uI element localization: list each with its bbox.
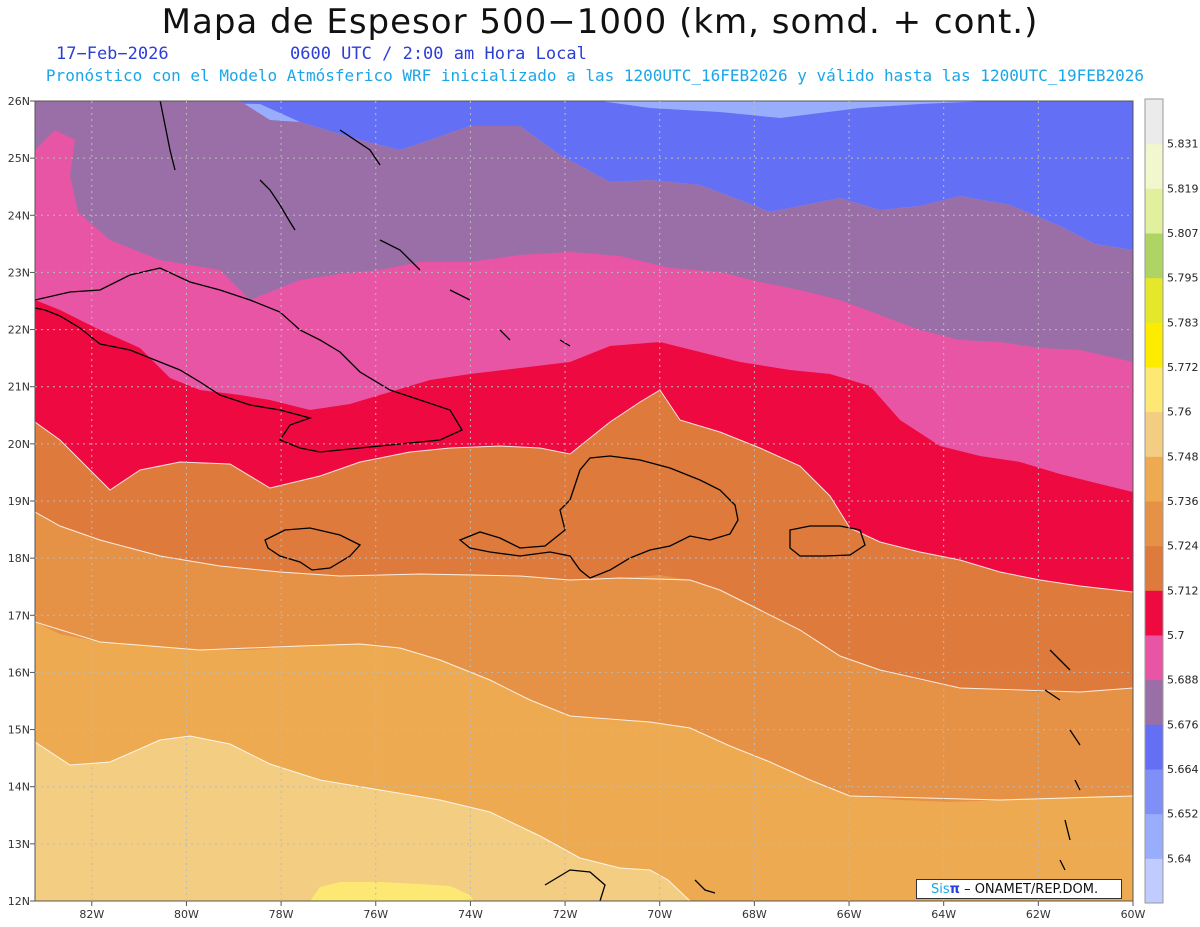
colorbar-label: 5.76 xyxy=(1167,406,1192,419)
colorbar-swatch xyxy=(1145,277,1163,323)
colorbar-label: 5.831 xyxy=(1167,138,1199,151)
lesser-antilles xyxy=(1044,649,1081,871)
colorbar-label: 5.676 xyxy=(1167,718,1199,731)
lat-label: 25N xyxy=(8,152,30,165)
hispaniola-coast xyxy=(458,455,739,579)
colorbar-swatch xyxy=(1145,322,1163,368)
lat-label: 18N xyxy=(8,552,30,565)
lat-label: 19N xyxy=(8,495,30,508)
colorbar-label: 5.772 xyxy=(1167,361,1199,374)
colorbar-swatch xyxy=(1145,769,1163,815)
band-blue xyxy=(35,101,1133,250)
colorbar-label: 5.688 xyxy=(1167,674,1199,687)
lat-label: 21N xyxy=(8,381,30,394)
bahamas-islands xyxy=(159,101,571,347)
colorbar-label: 5.819 xyxy=(1167,182,1199,195)
colorbar-label: 5.795 xyxy=(1167,272,1199,285)
lat-label: 24N xyxy=(8,209,30,222)
colorbar-swatch xyxy=(1145,858,1163,904)
lon-label: 82W xyxy=(79,908,104,921)
colorbar-swatch xyxy=(1145,233,1163,279)
colorbar-frame xyxy=(1144,98,1164,904)
colorbar-label: 5.783 xyxy=(1167,316,1199,329)
colorbar-swatch xyxy=(1145,545,1163,591)
attribution-pi: π xyxy=(949,882,960,897)
band-yellow xyxy=(310,882,474,901)
lon-label: 76W xyxy=(363,908,388,921)
lon-label: 80W xyxy=(174,908,199,921)
lat-label: 22N xyxy=(8,324,30,337)
attribution-sis: Sis xyxy=(931,882,950,897)
lat-label: 15N xyxy=(8,724,30,737)
colorbar-swatch xyxy=(1145,679,1163,725)
contour-lines xyxy=(35,389,1133,901)
lon-label: 72W xyxy=(553,908,578,921)
lat-lon-grid xyxy=(35,101,1133,901)
lon-label: 62W xyxy=(1026,908,1051,921)
south-america-coast xyxy=(544,869,716,901)
colorbar-swatch xyxy=(1145,188,1163,234)
lon-label: 66W xyxy=(837,908,862,921)
lat-label: 14N xyxy=(8,781,30,794)
colorbar-label: 5.807 xyxy=(1167,227,1199,240)
forecast-date: 17−Feb−2026 xyxy=(56,44,169,64)
colorbar-label: 5.64 xyxy=(1167,852,1192,865)
lat-label: 13N xyxy=(8,838,30,851)
colorbar-label: 5.712 xyxy=(1167,584,1199,597)
attribution-text: – ONAMET/REP.DOM. xyxy=(959,882,1099,897)
lon-label: 78W xyxy=(269,908,294,921)
map-title: Mapa de Espesor 500−1000 (km, somd. + co… xyxy=(161,2,1039,42)
colorbar-label: 5.7 xyxy=(1167,629,1185,642)
lat-label: 17N xyxy=(8,609,30,622)
colorbar-swatch xyxy=(1145,456,1163,502)
colorbar-swatch xyxy=(1145,411,1163,457)
colorbar-label: 5.736 xyxy=(1167,495,1199,508)
colorbar-label: 5.748 xyxy=(1167,450,1199,463)
lat-label: 12N xyxy=(8,895,30,908)
forecast-description: Pronóstico con el Modelo Atmósferico WRF… xyxy=(45,66,1145,85)
lat-label: 23N xyxy=(8,266,30,279)
colorbar-swatch xyxy=(1145,99,1163,145)
lon-label: 64W xyxy=(931,908,956,921)
lon-label: 68W xyxy=(742,908,767,921)
colorbar-label: 5.724 xyxy=(1167,540,1199,553)
colorbar-label: 5.664 xyxy=(1167,763,1199,776)
forecast-time: 0600 UTC / 2:00 am Hora Local xyxy=(290,44,587,64)
coastlines xyxy=(35,101,1081,901)
lon-label: 60W xyxy=(1121,908,1146,921)
lat-label: 26N xyxy=(8,95,30,108)
colorbar-swatch xyxy=(1145,813,1163,859)
colorbar-swatch xyxy=(1145,590,1163,636)
colorbar-swatch xyxy=(1145,724,1163,770)
lon-label: 74W xyxy=(458,908,483,921)
colorbar: 5.64 5.652 5.664 5.676 5.688 5.7 5.712 5.724 5.7… xyxy=(1144,98,1199,904)
colorbar-label: 5.652 xyxy=(1167,808,1199,821)
colorbar-swatch xyxy=(1145,501,1163,547)
jamaica-coast xyxy=(264,527,362,571)
colorbar-swatch xyxy=(1145,367,1163,413)
lon-label: 70W xyxy=(647,908,672,921)
attribution-box: Sisπ – ONAMET/REP.DOM. xyxy=(916,879,1122,899)
puerto-rico-coast xyxy=(789,525,866,557)
lat-label: 16N xyxy=(8,666,30,679)
band-tan xyxy=(35,736,690,901)
cuba-coast xyxy=(35,267,463,453)
colorbar-swatch xyxy=(1145,143,1163,189)
latitude-labels: 12N 13N 14N 15N 16N 17N 18N 19N 20N 21N 22N 23N 24N 2… xyxy=(8,95,35,908)
lat-label: 20N xyxy=(8,438,30,451)
longitude-labels: 82W 80W 78W 76W 74W 72W 70W 68W 66W 64W 62W 60W xyxy=(79,901,1146,921)
colorbar-swatch xyxy=(1145,635,1163,681)
